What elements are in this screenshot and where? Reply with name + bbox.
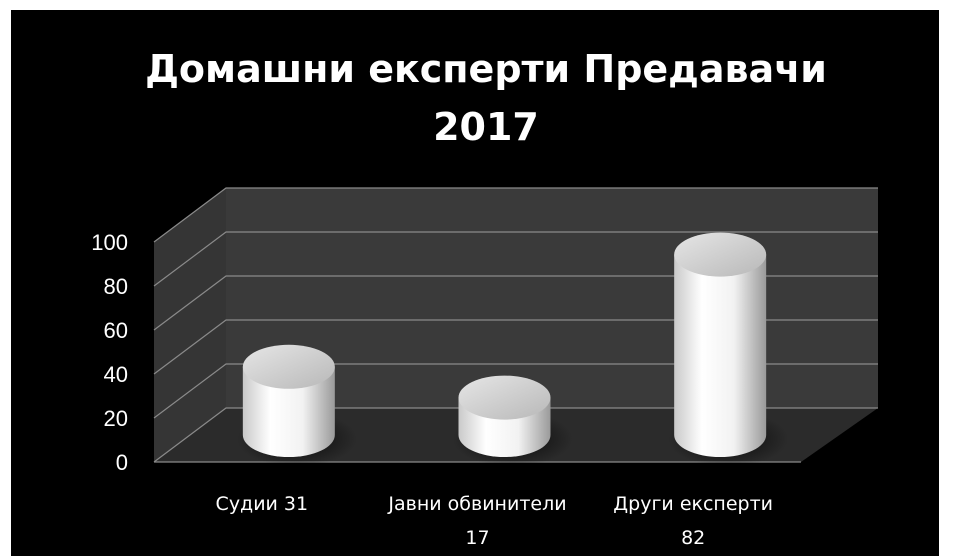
- gridline: [153, 319, 878, 375]
- y-tick-label: 0: [116, 450, 128, 475]
- bar: [452, 375, 573, 467]
- side-wall: [154, 188, 226, 462]
- gridlines: [153, 187, 878, 463]
- y-tick-label: 100: [91, 230, 128, 255]
- x-tick-label: Јавни обвинители: [387, 493, 566, 515]
- bar-body: [674, 254, 767, 457]
- gridline: [153, 363, 878, 419]
- x-tick-label: Судии 31: [216, 493, 309, 515]
- y-tick-label: 80: [104, 274, 128, 299]
- bar-top: [242, 344, 335, 389]
- x-tick-label: 17: [465, 527, 489, 549]
- bars: [236, 232, 789, 467]
- gridline: [153, 275, 878, 331]
- bar-top: [458, 375, 551, 420]
- x-tick-label: Други експерти: [613, 493, 773, 515]
- bar: [668, 232, 789, 467]
- gridline: [153, 407, 878, 463]
- y-tick-label: 60: [104, 318, 128, 343]
- bar: [236, 344, 357, 467]
- y-tick-label: 40: [104, 362, 128, 387]
- x-tick-label: 82: [681, 527, 705, 549]
- chart-title-line-2: 2017: [433, 105, 539, 149]
- y-axis-ticks: 0 20 40 60 80 100: [91, 230, 128, 475]
- bar-body: [242, 366, 335, 457]
- chart-title-line-1: Домашни експерти Предавачи: [145, 47, 827, 91]
- gridline: [153, 231, 878, 287]
- gridline: [153, 187, 878, 243]
- chart-area: Домашни експерти Предавачи 2017 0 20 40 60 8…: [11, 10, 939, 556]
- y-tick-label: 20: [104, 406, 128, 431]
- chart-svg: Домашни експерти Предавачи 2017 0 20 40 60 8…: [91, 47, 878, 549]
- x-axis-labels: Судии 31 Јавни обвинители 17 Други експерти…: [216, 493, 773, 549]
- bar-top: [674, 232, 767, 277]
